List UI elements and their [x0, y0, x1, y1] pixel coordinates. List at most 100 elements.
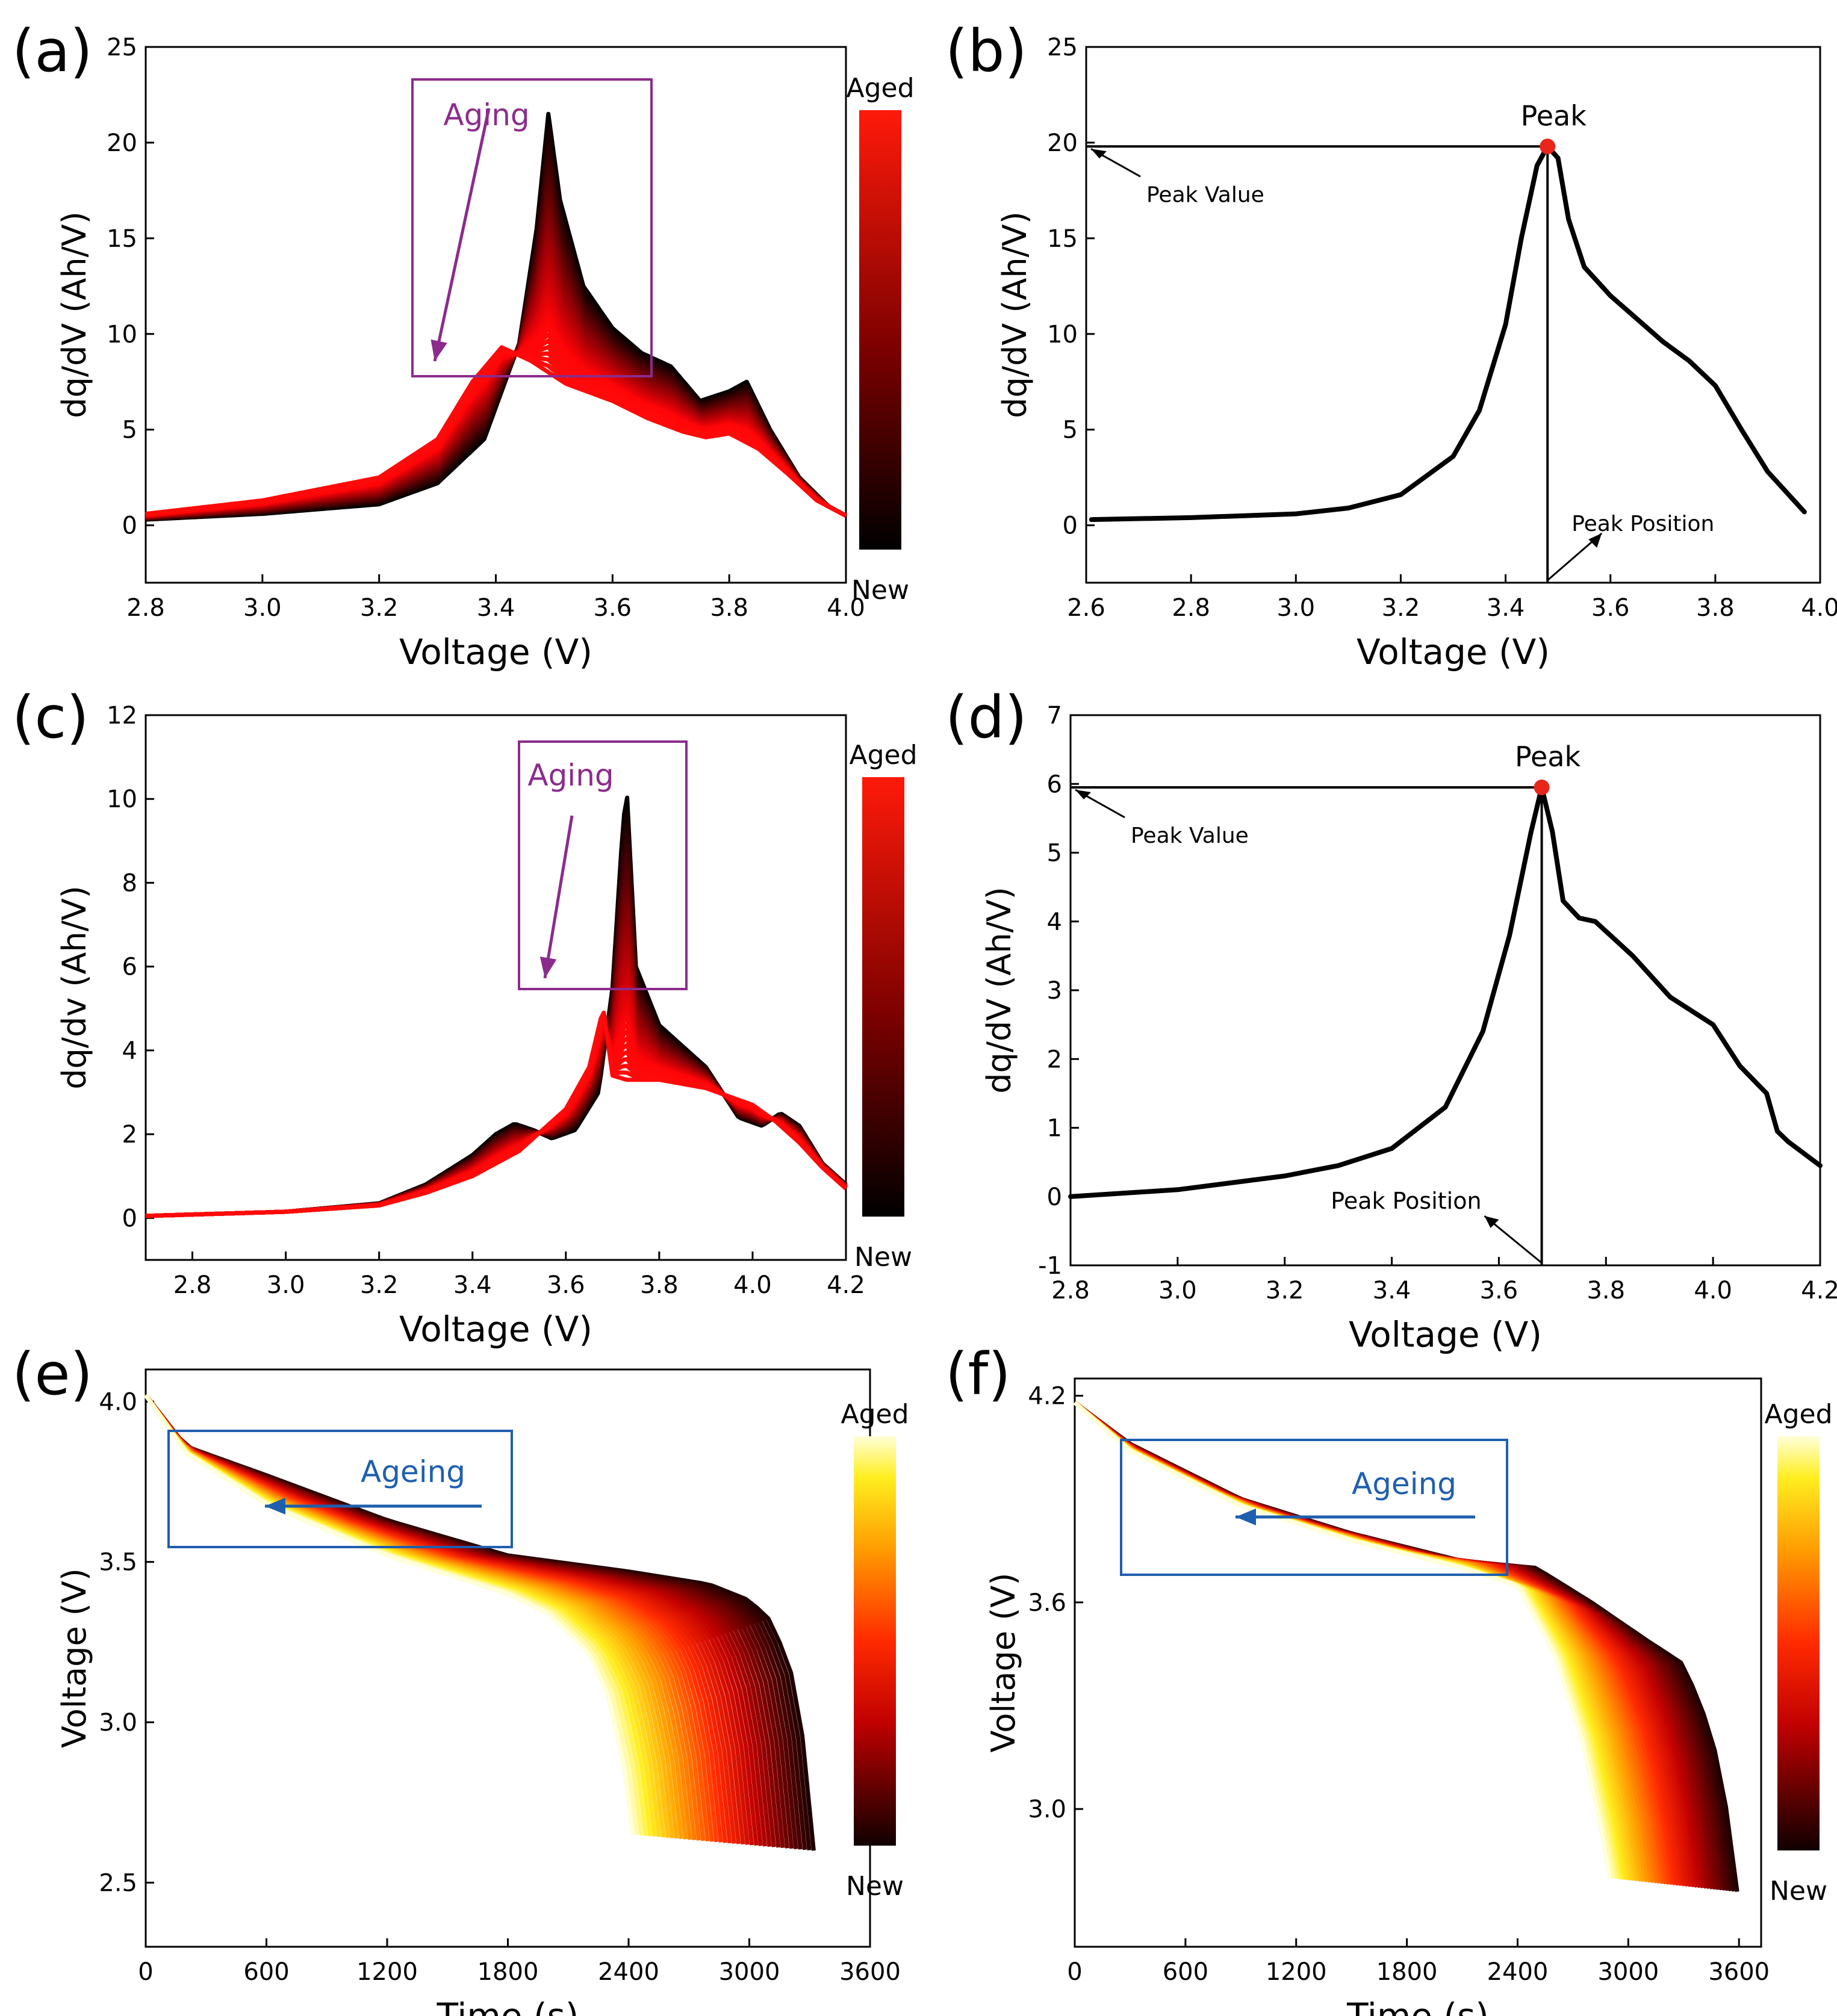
panel-label: (a): [12, 17, 93, 85]
peak-value-label: Peak Value: [1146, 182, 1264, 207]
series-line: [145, 111, 847, 522]
series-line: [145, 175, 847, 521]
series-line: [145, 974, 848, 1218]
axes-frame-3: [1069, 714, 1821, 1267]
y-tick-label: 0: [1047, 1183, 1062, 1211]
ageing-arrowhead: [430, 339, 447, 361]
peak-label: Peak: [1521, 99, 1587, 132]
x-tick-label: 3.0: [243, 594, 282, 622]
colorbar-top-label: Aged: [849, 740, 917, 771]
series-line: [145, 954, 848, 1218]
annotation-label: Ageing: [361, 1454, 465, 1489]
colorbar: [862, 777, 904, 1217]
colorbar-bottom-label: New: [854, 1242, 912, 1273]
series-line: [145, 947, 848, 1218]
y-tick-label: 4.2: [1028, 1383, 1066, 1410]
series-line: [145, 892, 848, 1218]
x-tick-label: 3.4: [477, 594, 515, 622]
colorbar: [1777, 1436, 1820, 1850]
y-tick-label: 3.5: [99, 1549, 137, 1577]
x-tick-label: 3.4: [453, 1271, 492, 1299]
x-tick-label: 0: [138, 1958, 153, 1986]
annotation-label: Aging: [527, 758, 614, 793]
y-tick-label: 15: [1047, 225, 1078, 253]
colorbar-bottom-label: New: [851, 575, 909, 606]
x-tick-label: 1200: [356, 1958, 418, 1986]
ageing-arrow: [543, 815, 574, 979]
y-axis-label: dq/dV (Ah/V): [55, 211, 93, 418]
x-axis-label: Voltage (V): [399, 1309, 592, 1350]
x-tick-label: 0: [1067, 1958, 1082, 1986]
series-line: [145, 131, 847, 521]
y-tick-label: 4: [122, 1037, 137, 1065]
series-line: [1073, 1401, 1615, 1879]
y-axis-label: dq/dv (Ah/V): [55, 885, 93, 1090]
series-line: [1073, 1401, 1612, 1879]
y-axis-label: dq/dV (Ah/V): [996, 211, 1034, 418]
series-line: [1073, 1401, 1621, 1879]
x-tick-label: 4.2: [1801, 1277, 1837, 1304]
x-tick-label: 600: [243, 1958, 289, 1986]
annotation-box: [1120, 1439, 1508, 1576]
x-tick-label: 3.0: [267, 1271, 305, 1299]
x-tick-label: 3.4: [1487, 594, 1525, 622]
series-line: [1068, 785, 1823, 1199]
y-tick-label: 3.6: [1028, 1589, 1066, 1617]
x-tick-label: 2.8: [126, 594, 165, 622]
y-tick-label: 10: [1047, 321, 1078, 349]
x-tick-label: 3.8: [640, 1271, 679, 1299]
colorbar: [859, 110, 901, 550]
y-tick-label: 2: [122, 1121, 137, 1149]
x-tick-label: 4.0: [1801, 594, 1837, 622]
x-axis-label: Time (s): [1346, 1996, 1489, 2016]
x-tick-label: 3000: [1597, 1958, 1659, 1986]
series-line: [145, 149, 847, 521]
series-line: [145, 933, 848, 1218]
x-tick-label: 2.8: [1172, 594, 1210, 622]
x-tick-label: 3.0: [1158, 1277, 1197, 1304]
x-tick-label: 3600: [1708, 1958, 1770, 1986]
x-tick-label: 1800: [1376, 1958, 1438, 1986]
series-line: [145, 919, 848, 1218]
series-line: [145, 960, 848, 1218]
x-axis-label: Voltage (V): [399, 631, 592, 672]
x-tick-label: 3.2: [360, 594, 399, 622]
y-tick-label: 10: [107, 321, 137, 349]
series-line: [145, 156, 847, 521]
y-tick-label: 6: [122, 954, 137, 981]
series-line: [145, 118, 847, 522]
y-tick-label: 0: [122, 512, 137, 540]
y-tick-label: 2.5: [99, 1869, 137, 1897]
peak-position-label: Peak Position: [1571, 512, 1714, 536]
annotation-box: [167, 1430, 513, 1548]
series-line: [145, 912, 848, 1218]
x-tick-label: 1200: [1266, 1958, 1327, 1986]
series-line: [145, 181, 847, 520]
y-tick-label: 10: [107, 786, 137, 813]
y-tick-label: 3: [1047, 977, 1062, 1005]
x-tick-label: 3.2: [1382, 594, 1420, 622]
series-line: [145, 926, 848, 1218]
x-tick-label: 4.0: [733, 1271, 772, 1299]
annotation-box: [518, 740, 688, 990]
panel-label: (c): [12, 684, 89, 751]
x-tick-label: 1800: [477, 1958, 539, 1986]
series-line: [145, 899, 848, 1218]
peak-value-label: Peak Value: [1131, 823, 1249, 848]
y-tick-label: 0: [122, 1205, 137, 1232]
x-tick-label: 3.8: [1587, 1277, 1625, 1304]
axes-frame-2: [145, 714, 847, 1261]
x-tick-label: 4.2: [827, 1271, 865, 1299]
peak-position-arrowhead: [1588, 533, 1602, 548]
series-line: [144, 1394, 635, 1835]
x-tick-label: 4.0: [1694, 1277, 1732, 1304]
x-tick-label: 3000: [719, 1958, 780, 1986]
x-axis-label: Time (s): [437, 1996, 579, 2016]
y-tick-label: 7: [1047, 702, 1062, 730]
series-line: [145, 143, 847, 521]
series-line: [1073, 1401, 1627, 1880]
y-tick-label: -1: [1038, 1252, 1062, 1280]
x-tick-label: 3.8: [710, 594, 748, 622]
x-tick-label: 3.0: [1276, 594, 1315, 622]
x-tick-label: 2.6: [1067, 594, 1105, 622]
